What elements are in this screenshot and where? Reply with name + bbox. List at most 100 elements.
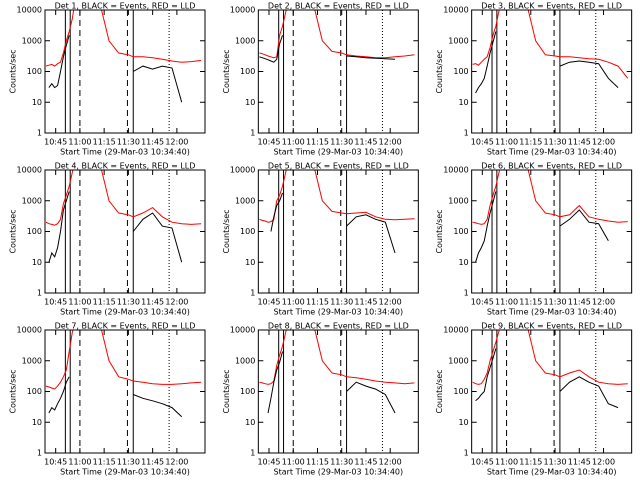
y-tick-label: 10 [245, 418, 255, 427]
y-tick-label: 1000 [235, 196, 255, 205]
chart-title: Det 9, BLACK = Events, RED = LLD [481, 322, 622, 331]
series-line [259, 330, 415, 385]
x-tick-label: 11:30 [330, 458, 353, 467]
series-line [45, 10, 202, 67]
x-tick-label: 11:00 [68, 138, 91, 147]
chart-title: Det 7, BLACK = Events, RED = LLD [55, 322, 196, 331]
y-tick-label: 1 [464, 449, 469, 458]
x-tick-label: 11:15 [519, 138, 542, 147]
chart-title: Det 4, BLACK = Events, RED = LLD [55, 162, 196, 171]
x-tick-label: 12:00 [165, 138, 188, 147]
y-tick-label: 100 [453, 227, 468, 236]
y-axis-label: Counts/sec [222, 49, 231, 93]
y-axis-label: Counts/sec [9, 209, 18, 253]
panel: 1 10 100 1000 10000 10:45 11:00 11:15 11:30 11:45… [222, 322, 419, 477]
y-axis-label: Counts/sec [222, 209, 231, 253]
x-tick-label: 11:30 [117, 138, 140, 147]
x-tick-label: 11:15 [93, 458, 116, 467]
x-tick-label: 11:15 [306, 298, 329, 307]
x-tick-label: 11:15 [519, 298, 542, 307]
x-tick-label: 10:45 [471, 138, 494, 147]
x-tick-label: 10:45 [471, 458, 494, 467]
chart-title: Det 3, BLACK = Events, RED = LLD [481, 2, 622, 11]
y-tick-label: 10 [245, 258, 255, 267]
x-axis-label: Start Time (29-Mar-03 10:34:40) [487, 148, 617, 157]
x-tick-label: 10:45 [257, 138, 280, 147]
x-tick-label: 12:00 [592, 138, 615, 147]
series-line [270, 192, 396, 254]
panel: 1 10 100 1000 10000 10:45 11:00 11:15 11:30 11:45… [435, 2, 633, 157]
x-axis-label: Start Time (29-Mar-03 10:34:40) [487, 308, 617, 317]
x-axis-label: Start Time (29-Mar-03 10:34:40) [274, 308, 404, 317]
y-tick-label: 10 [32, 258, 42, 267]
y-tick-label: 1 [464, 129, 469, 138]
y-tick-label: 10 [32, 418, 42, 427]
y-tick-label: 1 [37, 129, 42, 138]
x-tick-label: 10:45 [471, 298, 494, 307]
y-tick-label: 10000 [443, 166, 468, 175]
x-tick-label: 11:15 [306, 458, 329, 467]
y-axis-label: Counts/sec [435, 49, 444, 93]
y-tick-label: 1000 [448, 36, 468, 45]
y-tick-label: 1 [250, 289, 255, 298]
x-tick-label: 11:45 [568, 298, 591, 307]
x-tick-label: 11:15 [93, 298, 116, 307]
series-line [48, 376, 183, 418]
x-tick-label: 10:45 [257, 458, 280, 467]
x-tick-label: 11:00 [282, 298, 305, 307]
y-tick-label: 100 [27, 227, 42, 236]
y-tick-label: 1 [464, 289, 469, 298]
series-line [472, 170, 628, 225]
y-tick-label: 10 [458, 258, 468, 267]
y-tick-label: 10000 [443, 326, 468, 335]
y-tick-label: 1 [250, 449, 255, 458]
series-line [472, 10, 629, 79]
x-tick-label: 12:00 [379, 298, 402, 307]
y-axis-label: Counts/sec [9, 49, 18, 93]
x-tick-label: 11:15 [93, 138, 116, 147]
y-tick-label: 10000 [17, 326, 42, 335]
y-tick-label: 10 [32, 98, 42, 107]
chart-title: Det 2, BLACK = Events, RED = LLD [268, 2, 409, 11]
x-tick-label: 11:00 [282, 458, 305, 467]
y-axis-label: Counts/sec [435, 369, 444, 413]
y-tick-label: 1 [37, 449, 42, 458]
x-tick-label: 11:30 [544, 298, 567, 307]
x-tick-label: 12:00 [592, 458, 615, 467]
x-axis-label: Start Time (29-Mar-03 10:34:40) [274, 148, 404, 157]
series-line [48, 35, 183, 103]
x-tick-label: 12:00 [592, 298, 615, 307]
y-tick-label: 1 [37, 289, 42, 298]
x-tick-label: 10:45 [44, 458, 67, 467]
x-tick-label: 11:15 [519, 458, 542, 467]
panel: 1 10 100 1000 10000 10:45 11:00 11:15 11:30 11:45… [435, 162, 633, 317]
series-line [45, 170, 202, 226]
x-tick-label: 12:00 [165, 298, 188, 307]
x-tick-label: 10:45 [257, 298, 280, 307]
series-line [267, 351, 396, 414]
x-tick-label: 11:45 [568, 458, 591, 467]
y-tick-label: 10000 [230, 326, 255, 335]
y-tick-label: 10 [245, 98, 255, 107]
y-tick-label: 1000 [22, 356, 42, 365]
x-tick-label: 11:00 [495, 458, 518, 467]
panel: 1 10 100 1000 10000 10:45 11:00 11:15 11:30 11:45… [435, 322, 633, 477]
series-line [475, 191, 609, 263]
x-tick-label: 12:00 [379, 138, 402, 147]
y-axis-label: Counts/sec [9, 369, 18, 413]
y-tick-label: 100 [240, 227, 255, 236]
y-tick-label: 100 [240, 67, 255, 76]
x-tick-label: 11:30 [330, 298, 353, 307]
y-tick-label: 100 [240, 387, 255, 396]
x-tick-label: 11:30 [544, 138, 567, 147]
y-tick-label: 1000 [22, 36, 42, 45]
x-tick-label: 11:15 [306, 138, 329, 147]
panel: 1 10 100 1000 10000 10:45 11:00 11:15 11:30 11:45… [222, 162, 419, 317]
x-axis-label: Start Time (29-Mar-03 10:34:40) [60, 308, 190, 317]
x-tick-label: 10:45 [44, 298, 67, 307]
y-tick-label: 10 [458, 98, 468, 107]
series-line [259, 35, 396, 63]
y-tick-label: 1000 [235, 36, 255, 45]
chart-title: Det 6, BLACK = Events, RED = LLD [481, 162, 622, 171]
y-tick-label: 1000 [22, 196, 42, 205]
